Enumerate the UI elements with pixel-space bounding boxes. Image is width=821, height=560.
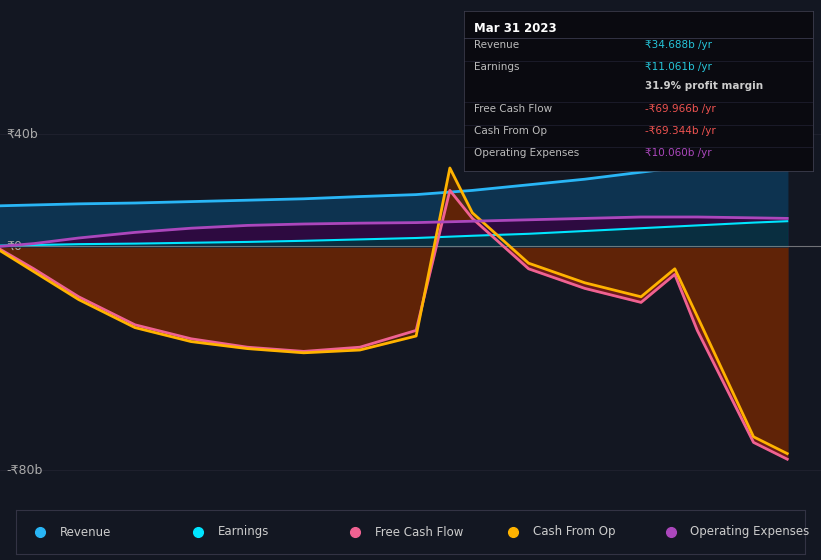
Text: ₹34.688b /yr: ₹34.688b /yr — [645, 40, 713, 50]
Text: Revenue: Revenue — [60, 525, 111, 539]
Text: ₹0: ₹0 — [7, 240, 22, 253]
Text: ₹10.060b /yr: ₹10.060b /yr — [645, 148, 712, 158]
Text: -₹80b: -₹80b — [7, 464, 43, 477]
Text: -₹69.344b /yr: -₹69.344b /yr — [645, 126, 716, 136]
Text: Mar 31 2023: Mar 31 2023 — [475, 22, 557, 35]
Text: Operating Expenses: Operating Expenses — [475, 148, 580, 158]
Text: Earnings: Earnings — [218, 525, 268, 539]
Text: Earnings: Earnings — [475, 62, 520, 72]
Text: 31.9% profit margin: 31.9% profit margin — [645, 81, 764, 91]
Text: Free Cash Flow: Free Cash Flow — [375, 525, 463, 539]
Text: Operating Expenses: Operating Expenses — [690, 525, 810, 539]
Text: ₹40b: ₹40b — [7, 128, 39, 141]
Text: Revenue: Revenue — [475, 40, 520, 50]
Text: Cash From Op: Cash From Op — [475, 126, 548, 136]
Text: Cash From Op: Cash From Op — [533, 525, 615, 539]
Text: Free Cash Flow: Free Cash Flow — [475, 104, 553, 114]
Text: ₹11.061b /yr: ₹11.061b /yr — [645, 62, 712, 72]
Text: -₹69.966b /yr: -₹69.966b /yr — [645, 104, 716, 114]
